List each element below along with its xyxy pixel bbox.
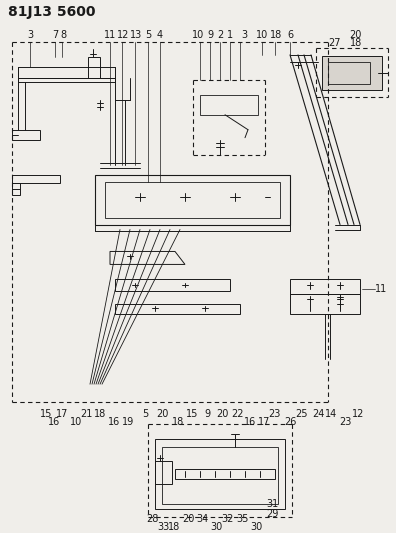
Text: 16: 16: [48, 417, 60, 427]
Text: 29: 29: [266, 509, 278, 519]
Text: 17: 17: [258, 417, 270, 427]
Text: 20: 20: [156, 409, 168, 419]
Text: 26: 26: [284, 417, 296, 427]
Text: 19: 19: [122, 417, 134, 427]
Text: 81J13 5600: 81J13 5600: [8, 5, 95, 19]
Text: 3: 3: [27, 30, 33, 40]
Text: 18: 18: [94, 409, 106, 419]
Text: 25: 25: [296, 409, 308, 419]
Text: 11: 11: [375, 285, 387, 294]
Text: 5: 5: [145, 30, 151, 40]
Text: 7: 7: [52, 30, 58, 40]
Text: 18: 18: [350, 38, 362, 48]
Text: 30: 30: [210, 522, 222, 532]
Text: 20: 20: [216, 409, 228, 419]
Text: 4: 4: [157, 30, 163, 40]
Text: 10: 10: [192, 30, 204, 40]
Text: 12: 12: [117, 30, 129, 40]
Text: 3: 3: [241, 30, 247, 40]
Text: 5: 5: [142, 409, 148, 419]
Text: 23: 23: [268, 409, 280, 419]
Text: 24: 24: [312, 409, 324, 419]
Text: 1: 1: [227, 30, 233, 40]
Text: 35: 35: [237, 514, 249, 524]
Text: 10: 10: [70, 417, 82, 427]
Text: 14: 14: [325, 409, 337, 419]
Text: 18: 18: [270, 30, 282, 40]
Text: 8: 8: [60, 30, 66, 40]
Text: 15: 15: [40, 409, 52, 419]
Text: 32: 32: [222, 514, 234, 524]
Text: 16: 16: [244, 417, 256, 427]
Text: 13: 13: [130, 30, 142, 40]
Text: 2: 2: [217, 30, 223, 40]
Text: 10: 10: [256, 30, 268, 40]
Text: 30: 30: [250, 522, 262, 532]
Text: 12: 12: [352, 409, 364, 419]
Polygon shape: [322, 56, 382, 90]
Text: 28: 28: [146, 514, 158, 524]
Text: 33: 33: [157, 522, 169, 532]
Text: 16: 16: [108, 417, 120, 427]
Text: 9: 9: [204, 409, 210, 419]
Text: 18: 18: [168, 522, 180, 532]
Text: 11: 11: [104, 30, 116, 40]
Text: 17: 17: [56, 409, 68, 419]
Text: 18: 18: [172, 417, 184, 427]
Text: 31: 31: [266, 499, 278, 509]
Text: 22: 22: [232, 409, 244, 419]
Text: 15: 15: [186, 409, 198, 419]
Text: 20: 20: [182, 514, 194, 524]
Text: 34: 34: [196, 514, 208, 524]
Text: 20: 20: [349, 30, 361, 40]
Text: 6: 6: [287, 30, 293, 40]
Text: 27: 27: [328, 38, 341, 48]
Text: 21: 21: [80, 409, 92, 419]
Text: 9: 9: [207, 30, 213, 40]
Text: 23: 23: [339, 417, 351, 427]
